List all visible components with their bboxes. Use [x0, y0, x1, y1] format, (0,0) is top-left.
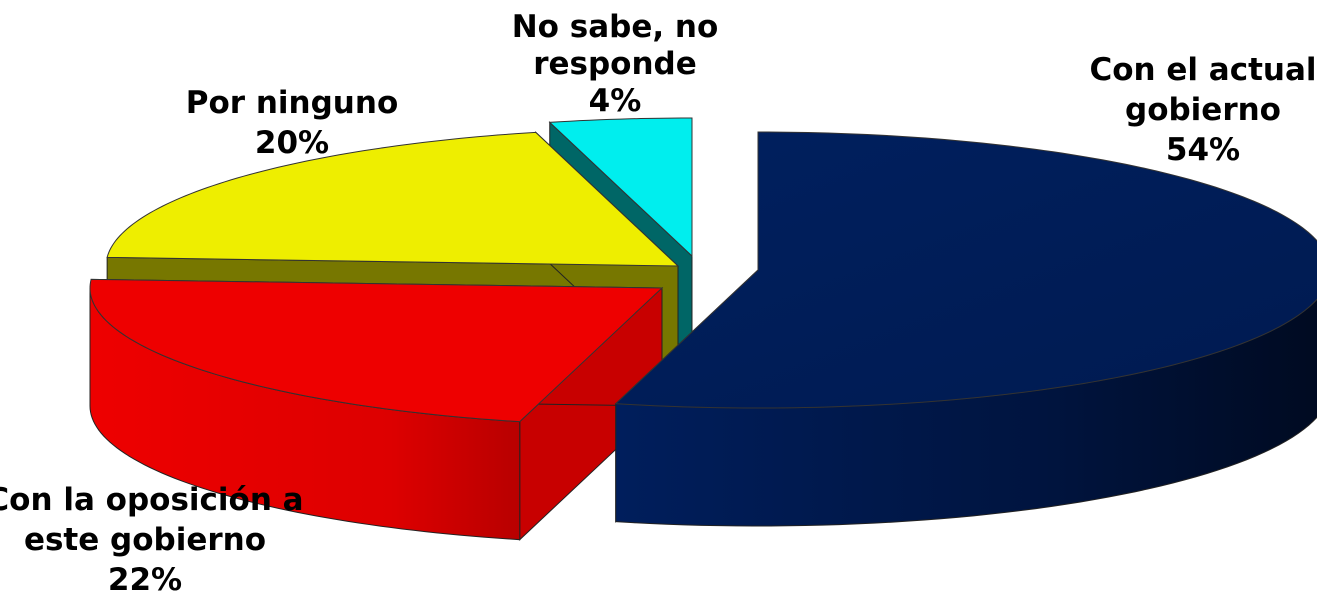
slice-category-label-3-0: No sabe, no — [512, 9, 719, 45]
pie-labels: Con el actual gobierno 54% Con la oposición… — [0, 9, 1317, 598]
slice-value-label-1: 22% — [108, 562, 182, 598]
slice-category-label-1-0: Con la oposición a — [0, 482, 304, 518]
slice-value-label-0: 54% — [1166, 132, 1240, 168]
slice-category-label-3-1: responde — [533, 46, 697, 82]
slice-category-label-2-0: Por ninguno — [186, 85, 399, 121]
slice-value-label-2: 20% — [255, 125, 329, 161]
pie-tops — [89, 117, 1317, 423]
slice-category-label-1-1: este gobierno — [24, 522, 266, 558]
slice-label-0: Con el actual gobierno 54% — [1089, 52, 1316, 168]
slice-label-2: Por ninguno 20% — [186, 85, 399, 161]
slice-value-label-3: 4% — [589, 83, 642, 119]
slice-category-label-0-1: gobierno — [1125, 92, 1281, 128]
slice-2 — [106, 131, 680, 267]
slice-0 — [614, 131, 1317, 409]
slice-category-label-0-0: Con el actual — [1089, 52, 1316, 88]
slice-1 — [89, 278, 664, 423]
slice-label-1: Con la oposición a este gobierno 22% — [0, 482, 304, 598]
slice-label-3: No sabe, no responde 4% — [512, 9, 719, 119]
slice-3 — [548, 117, 693, 258]
